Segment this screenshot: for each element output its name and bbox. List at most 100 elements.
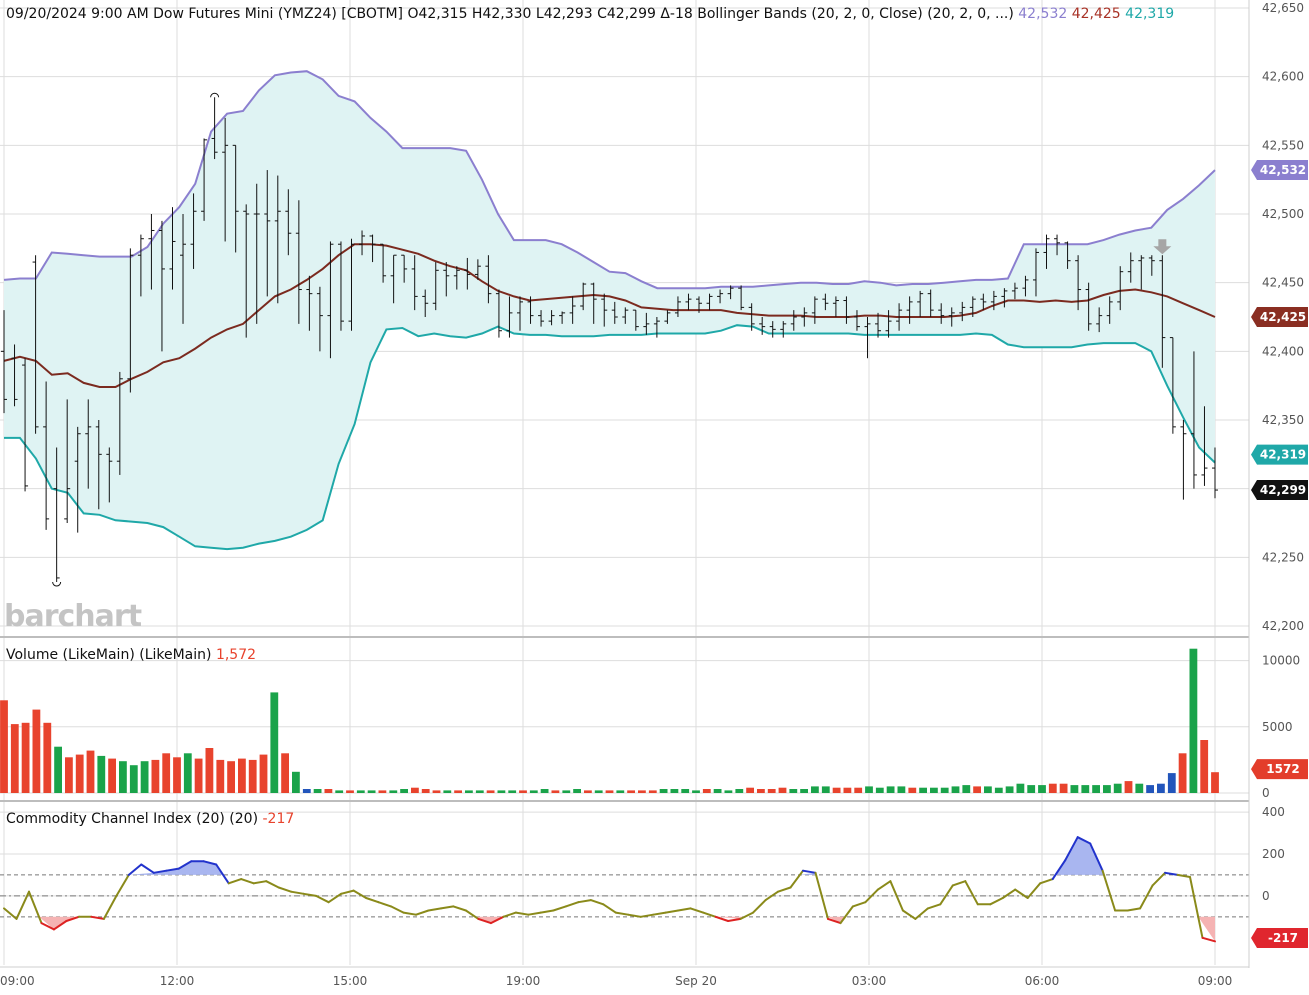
volume-bar — [1167, 773, 1176, 793]
ohlc-bar — [285, 189, 292, 256]
bollinger-bands — [3, 70, 1216, 551]
upper-band-badge-shape — [1251, 160, 1308, 181]
ohlc-bar — [569, 296, 576, 324]
cci-line-segment — [539, 909, 555, 914]
cci-line-segment — [1189, 876, 1204, 939]
volume-bar — [702, 789, 711, 793]
header-ohlc: O42,315 H42,330 L42,293 C42,299 — [407, 6, 655, 22]
ohlc-bar — [653, 317, 660, 338]
cci-line-segment — [639, 913, 655, 918]
upper-band-line — [3, 70, 1216, 290]
price-badges: 42,532 42,425 42,319 42,299 1572 -217 — [1251, 160, 1308, 948]
cci-line-segment — [427, 907, 442, 912]
volume-bar — [454, 790, 462, 793]
volume-bar — [151, 759, 160, 793]
ohlc-bar — [727, 285, 734, 300]
cci-line-segment — [365, 897, 380, 904]
ohlc-bar — [1064, 241, 1071, 269]
ohlc-bar — [622, 307, 629, 324]
cci-line-segment — [1201, 936, 1216, 943]
close-price-badge-text: 42,299 — [1260, 483, 1306, 497]
watermark-logo: barchart — [4, 599, 142, 634]
ohlc-bar — [1022, 275, 1029, 297]
volume-bar — [551, 790, 560, 793]
price-tick-label: 42,200 — [1262, 619, 1304, 633]
volume-bar — [21, 722, 30, 793]
cci-line-segment — [714, 915, 730, 922]
header-middle-value: 42,425 — [1072, 6, 1121, 22]
ohlc-bar — [759, 317, 766, 335]
ohlc-bar — [264, 170, 271, 297]
ohlc-bar — [1106, 296, 1113, 324]
ohlc-bar — [738, 285, 745, 311]
cci-line-segment — [464, 909, 480, 920]
volume-bar — [562, 790, 571, 793]
volume-bar — [443, 790, 452, 793]
volume-bar — [519, 790, 527, 793]
ohlc-bar — [1085, 282, 1092, 331]
cci-line-segment — [1064, 836, 1079, 862]
volume-bar — [32, 709, 41, 793]
ohlc-bar — [853, 310, 860, 331]
cci-line-segment — [152, 869, 168, 874]
ohlc-bar — [401, 254, 408, 283]
volume-bar — [400, 789, 408, 793]
ohlc-bar — [832, 296, 839, 317]
ohlc-bar — [1190, 351, 1197, 489]
ohlc-bar — [380, 243, 387, 283]
cci-line-segment — [502, 911, 517, 918]
ohlc-bar — [1117, 266, 1124, 311]
ohlc-bar — [306, 275, 313, 331]
ohlc-bar — [906, 296, 913, 324]
volume-bar — [346, 790, 354, 793]
volume-bar — [692, 790, 700, 793]
cci-line-segment — [989, 897, 1004, 906]
time-tick-label: 06:00 — [1025, 974, 1060, 988]
ohlc-bar — [222, 117, 229, 242]
ohlc-bar — [1032, 248, 1039, 297]
time-tick-label: 09:00 — [0, 974, 35, 988]
volume-bar — [43, 722, 52, 793]
cci-line-segment — [777, 886, 792, 893]
volume-bar — [65, 757, 73, 794]
cci-line-segment — [864, 888, 879, 904]
price-tick-label: 42,450 — [1262, 276, 1304, 290]
volume-bar — [238, 758, 246, 793]
cci-line-segment — [802, 869, 817, 874]
cci-line-segment — [227, 878, 243, 885]
cci-line-segment — [127, 863, 143, 876]
middle-band-badge-shape — [1251, 307, 1308, 327]
ohlc-bar — [548, 310, 555, 326]
band-fill-area — [4, 71, 1215, 550]
volume-bar — [648, 790, 657, 793]
high-marker-icon — [210, 92, 220, 98]
cci-line-segment — [252, 880, 268, 885]
volume-bar — [54, 746, 62, 793]
ohlc-bar — [116, 371, 123, 475]
cci-line-segment — [65, 915, 80, 922]
price-bars — [1, 97, 1218, 583]
volume-bar — [1048, 783, 1057, 793]
volume-bar — [627, 790, 635, 793]
cci-line-segment — [489, 915, 505, 925]
ohlc-bar — [580, 282, 587, 311]
cci-tick-label: 400 — [1262, 805, 1285, 819]
volume-tick-label: 5000 — [1262, 720, 1293, 734]
cci-line-segment — [1089, 842, 1104, 872]
volume-bar — [540, 789, 549, 793]
cci-line-segment — [951, 880, 967, 887]
volume-bar — [1059, 783, 1068, 793]
volume-bar — [1135, 783, 1144, 793]
volume-bar — [994, 787, 1003, 793]
ohlc-bar — [674, 296, 681, 317]
price-tick-label: 42,650 — [1262, 1, 1304, 15]
cci-line-segment — [452, 905, 467, 912]
volume-bar — [681, 789, 690, 793]
volume-bar — [1113, 783, 1122, 793]
volume-bar — [173, 757, 181, 794]
ohlc-bar — [137, 234, 144, 297]
down-arrow-icon — [1153, 239, 1172, 255]
volume-bar — [778, 787, 787, 793]
header-indicator-params: (20, 2, 0, ...) — [927, 6, 1014, 22]
